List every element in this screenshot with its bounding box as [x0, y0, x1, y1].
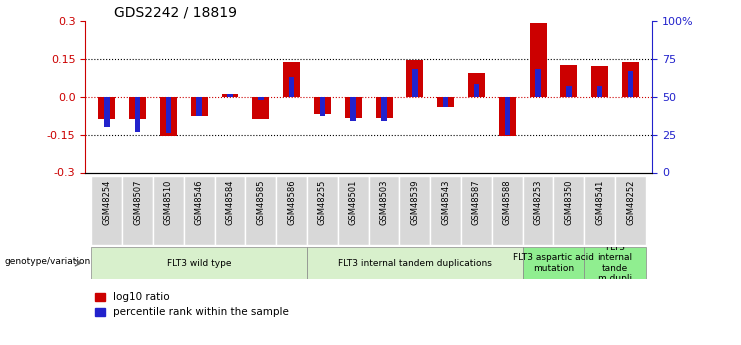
Text: FLT3 internal tandem duplications: FLT3 internal tandem duplications — [338, 258, 492, 268]
Text: GSM48587: GSM48587 — [472, 179, 481, 225]
FancyBboxPatch shape — [522, 176, 554, 245]
Text: GSM48253: GSM48253 — [534, 179, 542, 225]
FancyBboxPatch shape — [431, 176, 461, 245]
Bar — [190, 97, 207, 116]
Bar — [530, 23, 547, 97]
Text: genotype/variation: genotype/variation — [4, 257, 90, 266]
Text: GSM48255: GSM48255 — [318, 179, 327, 225]
Bar — [560, 65, 577, 97]
Text: GSM48584: GSM48584 — [225, 179, 234, 225]
Text: GSM48541: GSM48541 — [595, 179, 604, 225]
Bar — [258, 97, 264, 100]
FancyBboxPatch shape — [153, 176, 184, 245]
FancyBboxPatch shape — [91, 176, 122, 245]
FancyBboxPatch shape — [184, 176, 215, 245]
Bar — [227, 93, 233, 97]
Bar — [104, 97, 110, 127]
Bar — [382, 97, 387, 121]
Bar — [289, 77, 294, 97]
Bar — [99, 97, 116, 119]
Text: GSM48350: GSM48350 — [565, 179, 574, 225]
Text: GSM48543: GSM48543 — [441, 179, 451, 225]
Bar — [622, 62, 639, 97]
Bar — [222, 94, 239, 97]
Bar — [591, 66, 608, 97]
Text: GSM48510: GSM48510 — [164, 179, 173, 225]
Text: GDS2242 / 18819: GDS2242 / 18819 — [114, 6, 237, 20]
Text: GSM48588: GSM48588 — [503, 179, 512, 225]
Bar — [412, 69, 418, 97]
Bar — [443, 97, 448, 107]
FancyBboxPatch shape — [91, 247, 307, 279]
FancyBboxPatch shape — [522, 247, 585, 279]
FancyBboxPatch shape — [554, 176, 585, 245]
FancyBboxPatch shape — [307, 176, 338, 245]
Text: GSM48503: GSM48503 — [379, 179, 388, 225]
Bar — [135, 97, 140, 131]
Bar — [160, 97, 177, 136]
Text: GSM48539: GSM48539 — [411, 179, 419, 225]
Bar — [196, 97, 202, 116]
Bar — [566, 86, 571, 97]
Bar — [499, 97, 516, 136]
FancyBboxPatch shape — [399, 176, 431, 245]
FancyBboxPatch shape — [215, 176, 245, 245]
Text: GSM48586: GSM48586 — [287, 179, 296, 225]
Bar — [468, 72, 485, 97]
Bar — [350, 97, 356, 121]
FancyBboxPatch shape — [369, 176, 399, 245]
FancyBboxPatch shape — [307, 247, 522, 279]
Bar — [535, 69, 541, 97]
FancyBboxPatch shape — [615, 176, 646, 245]
Bar — [345, 97, 362, 118]
FancyBboxPatch shape — [338, 176, 369, 245]
FancyBboxPatch shape — [245, 176, 276, 245]
Bar — [473, 85, 479, 97]
FancyBboxPatch shape — [492, 176, 522, 245]
Bar — [166, 97, 171, 133]
Bar — [437, 97, 454, 107]
FancyBboxPatch shape — [461, 176, 492, 245]
Bar — [406, 60, 423, 97]
FancyBboxPatch shape — [276, 176, 307, 245]
Bar — [505, 97, 510, 135]
Text: GSM48254: GSM48254 — [102, 179, 111, 225]
FancyBboxPatch shape — [585, 176, 615, 245]
Text: GSM48501: GSM48501 — [349, 179, 358, 225]
Bar — [314, 97, 331, 114]
FancyBboxPatch shape — [122, 176, 153, 245]
Text: FLT3 wild type: FLT3 wild type — [167, 258, 231, 268]
Bar — [319, 97, 325, 116]
Bar — [129, 97, 146, 119]
Text: FLT3
internal
tande
m dupli: FLT3 internal tande m dupli — [597, 243, 633, 283]
Text: GSM48546: GSM48546 — [195, 179, 204, 225]
Bar — [283, 62, 300, 97]
Bar — [253, 97, 269, 119]
Legend: log10 ratio, percentile rank within the sample: log10 ratio, percentile rank within the … — [90, 288, 293, 322]
Bar — [376, 97, 393, 118]
Text: GSM48585: GSM48585 — [256, 179, 265, 225]
Text: GSM48507: GSM48507 — [133, 179, 142, 225]
FancyBboxPatch shape — [585, 247, 646, 279]
Text: GSM48252: GSM48252 — [626, 179, 635, 225]
Text: FLT3 aspartic acid
mutation: FLT3 aspartic acid mutation — [513, 253, 594, 273]
Bar — [597, 86, 602, 97]
Bar — [628, 71, 634, 97]
